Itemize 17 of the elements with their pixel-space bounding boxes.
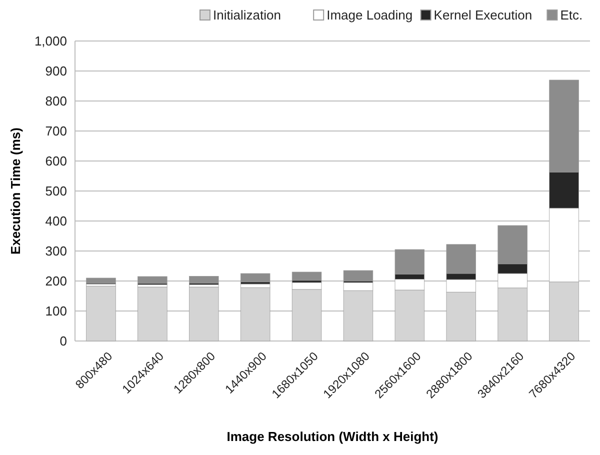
x-axis-title: Image Resolution (Width x Height) — [226, 429, 438, 444]
y-tick-label: 1,000 — [34, 34, 67, 49]
y-tick-label: 800 — [45, 94, 67, 109]
legend-label: Kernel Execution — [434, 8, 532, 23]
y-tick-label: 400 — [45, 214, 67, 229]
y-tick-label: 900 — [45, 64, 67, 79]
legend-label: Etc. — [560, 8, 583, 23]
y-axis-title: Execution Time (ms) — [8, 128, 23, 254]
y-tick-label: 700 — [45, 124, 67, 139]
y-tick-label: 500 — [45, 184, 67, 199]
y-tick-label: 0 — [60, 334, 67, 349]
y-tick-label: 600 — [45, 154, 67, 169]
y-tick-label: 300 — [45, 244, 67, 259]
y-tick-label: 100 — [45, 304, 67, 319]
legend-label: Image Loading — [326, 8, 413, 23]
y-tick-label: 200 — [45, 274, 67, 289]
legend-label: Initialization — [213, 8, 281, 23]
